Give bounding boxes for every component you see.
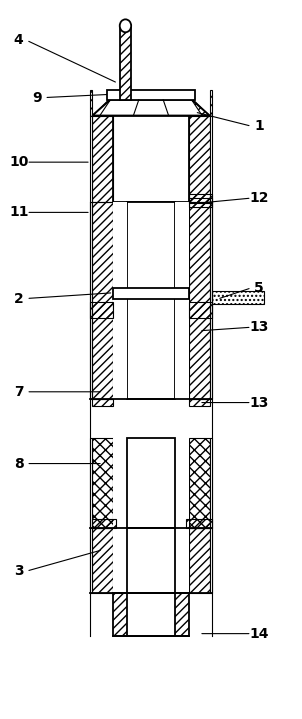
Bar xyxy=(188,201,210,399)
Text: 2: 2 xyxy=(14,291,24,306)
Bar xyxy=(188,528,210,592)
Bar xyxy=(210,439,212,528)
Bar xyxy=(212,291,264,304)
Bar xyxy=(188,194,212,203)
Bar xyxy=(90,302,114,318)
Bar xyxy=(92,439,114,528)
Polygon shape xyxy=(92,100,210,116)
Text: 13: 13 xyxy=(249,320,269,334)
Bar xyxy=(90,439,92,528)
Bar xyxy=(188,302,212,318)
Text: 12: 12 xyxy=(249,191,269,205)
Bar xyxy=(114,439,127,528)
Bar xyxy=(114,592,188,636)
Text: 7: 7 xyxy=(14,385,24,399)
Text: 1: 1 xyxy=(254,119,264,133)
Text: 9: 9 xyxy=(32,91,42,104)
Text: 11: 11 xyxy=(9,206,28,219)
Bar xyxy=(120,26,131,100)
Bar xyxy=(92,528,114,592)
Bar xyxy=(210,528,212,592)
Text: 3: 3 xyxy=(14,564,24,578)
Bar xyxy=(210,116,212,201)
Bar xyxy=(175,439,188,528)
Text: 14: 14 xyxy=(249,627,269,641)
Text: 5: 5 xyxy=(254,280,264,295)
Bar xyxy=(114,116,188,201)
Bar xyxy=(188,198,212,206)
Bar xyxy=(92,519,116,528)
Bar xyxy=(92,201,114,399)
Text: 13: 13 xyxy=(249,395,269,410)
Bar xyxy=(210,201,212,399)
Bar xyxy=(108,91,194,100)
Bar xyxy=(127,201,175,399)
Bar xyxy=(188,399,210,406)
Bar xyxy=(175,528,188,592)
Bar xyxy=(114,201,127,399)
Bar xyxy=(188,116,210,201)
Bar xyxy=(127,592,175,636)
Bar xyxy=(90,528,92,592)
Bar xyxy=(90,201,92,399)
Bar xyxy=(175,201,188,399)
Ellipse shape xyxy=(120,19,131,32)
Bar xyxy=(186,519,212,528)
Text: 4: 4 xyxy=(14,33,24,47)
Bar xyxy=(127,528,175,592)
Text: 8: 8 xyxy=(14,457,24,470)
Bar xyxy=(92,116,114,201)
Text: 10: 10 xyxy=(9,155,28,169)
Bar xyxy=(114,288,188,298)
Bar xyxy=(90,116,92,201)
Bar xyxy=(114,528,127,592)
Bar xyxy=(92,399,114,406)
Bar xyxy=(127,439,175,528)
Bar xyxy=(188,439,210,528)
